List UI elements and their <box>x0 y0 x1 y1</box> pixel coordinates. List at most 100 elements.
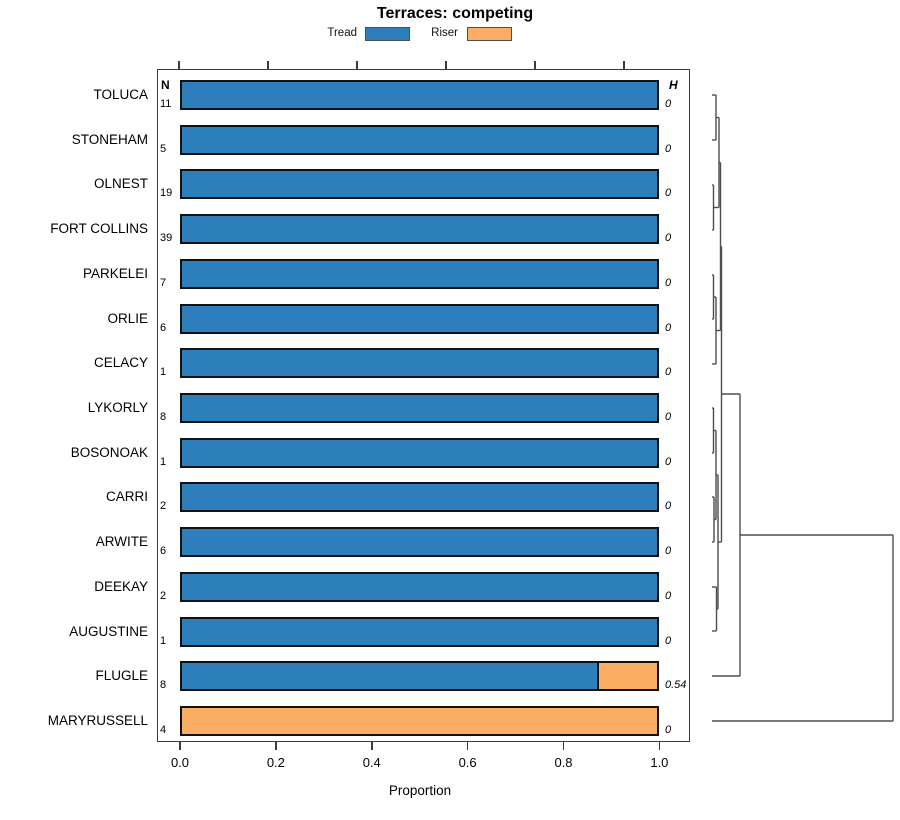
legend-label-tread: Tread <box>327 27 357 39</box>
category-label: AUGUSTINE <box>69 623 148 639</box>
h-value: 0 <box>665 589 672 602</box>
legend-swatch-tread <box>365 27 410 41</box>
x-tick-label: 0.8 <box>554 755 573 770</box>
legend-swatch-riser <box>467 27 512 41</box>
top-axis-tick <box>356 61 358 69</box>
h-value: 0 <box>665 142 672 155</box>
category-label: LYKORLY <box>87 399 148 415</box>
top-axis-tick <box>445 61 447 69</box>
bar-segment-tread <box>180 258 660 289</box>
category-label: OLNEST <box>93 176 148 192</box>
h-value: 0 <box>665 187 672 200</box>
bar-segment-tread <box>180 527 660 558</box>
n-value: 5 <box>160 142 167 155</box>
bar-segment-riser <box>597 661 660 692</box>
category-label: MARYRUSSELL <box>47 712 148 728</box>
n-value: 19 <box>160 187 173 200</box>
top-axis-tick <box>534 61 536 69</box>
h-value: 0 <box>665 321 672 334</box>
bar-row <box>180 661 660 692</box>
h-value: 0 <box>665 634 672 647</box>
bar-segment-tread <box>180 124 660 155</box>
legend-label-riser: Riser <box>431 27 458 39</box>
chart-title: Terraces: competing <box>376 5 534 22</box>
h-value: 0 <box>665 410 672 423</box>
category-label: FORT COLLINS <box>50 221 148 237</box>
n-value: 1 <box>160 366 167 379</box>
n-value: 8 <box>160 410 167 423</box>
h-value: 0 <box>665 366 672 379</box>
category-label: BOSONOAK <box>70 444 148 460</box>
top-axis-tick <box>267 61 269 69</box>
x-tick-label: 0.0 <box>170 755 190 770</box>
bar-row <box>180 437 660 468</box>
x-axis-tick <box>562 742 565 750</box>
n-value: 4 <box>160 723 167 736</box>
bar-segment-riser <box>180 705 660 736</box>
x-tick-label: 1.0 <box>650 755 669 770</box>
bar-row <box>180 303 660 334</box>
h-value: 0 <box>665 232 672 245</box>
category-label: TOLUCA <box>93 87 148 102</box>
x-axis-tick <box>275 742 277 750</box>
x-tick-label: 0.6 <box>458 755 477 770</box>
n-value: 1 <box>160 455 167 468</box>
bar-segment-tread <box>180 661 600 692</box>
category-label: DEEKAY <box>94 578 148 594</box>
n-value: 7 <box>160 276 167 289</box>
n-value: 2 <box>160 589 167 602</box>
h-value: 0 <box>665 455 672 468</box>
bar-row <box>180 214 660 245</box>
bar-row <box>180 482 660 513</box>
h-value: 0 <box>665 545 672 558</box>
h-value: 0 <box>665 723 672 736</box>
x-tick-label: 0.4 <box>362 755 381 770</box>
bar-row <box>180 527 660 558</box>
n-value: 8 <box>160 679 167 692</box>
h-value: 0 <box>665 276 672 289</box>
top-axis-tick <box>623 61 625 69</box>
category-label: STONEHAM <box>71 131 148 147</box>
x-axis-tick <box>371 742 373 750</box>
bar-segment-tread <box>180 214 660 245</box>
n-column-header: N <box>161 78 170 92</box>
x-axis-tick <box>466 742 469 750</box>
x-tick-label: 0.2 <box>266 755 285 770</box>
bar-segment-tread <box>180 437 660 468</box>
h-value: 0 <box>665 98 672 110</box>
n-value: 2 <box>160 500 167 513</box>
h-value: 0.54 <box>665 679 687 692</box>
h-value: 0 <box>665 500 672 513</box>
bar-row <box>180 80 660 110</box>
bar-row <box>180 124 660 155</box>
bar-segment-tread <box>180 169 660 200</box>
x-axis-tick <box>658 742 661 750</box>
category-label: ARWITE <box>95 534 148 550</box>
category-label: CARRI <box>105 489 148 505</box>
category-label: CELACY <box>93 355 148 371</box>
n-value: 6 <box>160 321 167 334</box>
category-label: ORLIE <box>107 310 148 326</box>
n-value: 39 <box>160 232 173 245</box>
n-value: 6 <box>160 545 167 558</box>
bar-row <box>180 571 660 602</box>
bar-row <box>180 705 660 736</box>
bar-segment-tread <box>180 482 660 513</box>
bar-segment-tread <box>180 80 660 110</box>
category-label: FLUGLE <box>95 668 148 684</box>
bar-segment-tread <box>180 616 660 647</box>
bar-segment-tread <box>180 571 660 602</box>
category-label: PARKELEI <box>82 265 148 281</box>
bar-row <box>180 348 660 379</box>
bar-row <box>180 392 660 423</box>
bar-row <box>180 258 660 289</box>
n-value: 11 <box>160 98 172 110</box>
bar-row <box>180 169 660 200</box>
bar-segment-tread <box>180 392 660 423</box>
n-value: 1 <box>160 634 167 647</box>
x-axis-title: Proportion <box>388 783 452 798</box>
bar-segment-tread <box>180 303 660 334</box>
bar-row <box>180 616 660 647</box>
